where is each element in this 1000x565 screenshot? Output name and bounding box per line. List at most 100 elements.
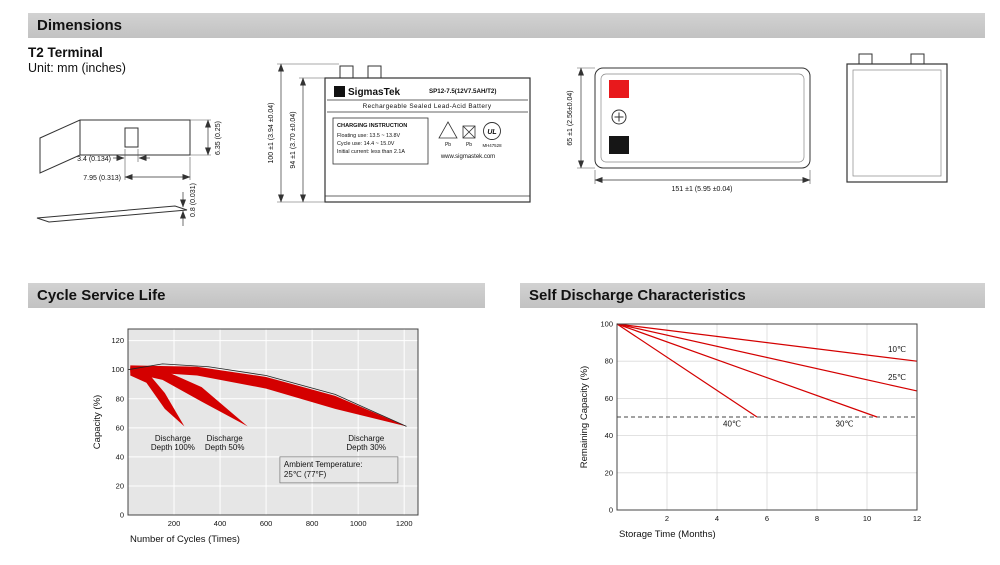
self-discharge-section-title: Self Discharge Characteristics — [529, 287, 746, 304]
x-tick-label: 1000 — [350, 519, 367, 528]
positive-terminal — [609, 80, 629, 98]
model-label: SP12-7.5(12V7.5AH/T2) — [429, 88, 496, 95]
terminal-detail-drawing — [36, 119, 191, 223]
top-view-dimension-lines — [577, 67, 811, 184]
crossed-bin-icon — [462, 125, 476, 139]
x-tick-label: 1200 — [396, 519, 413, 528]
front-dimension-lines — [277, 63, 339, 203]
terminal-slot — [124, 127, 139, 148]
case-height-dim: 94 ±1 (3.70 ±0.04) — [290, 111, 297, 168]
y-tick-label: 20 — [116, 481, 124, 490]
temperature-line-label: 40℃ — [723, 419, 741, 428]
negative-terminal — [609, 136, 629, 154]
y-tick-label: 20 — [605, 468, 613, 477]
x-axis-label: Number of Cycles (Times) — [130, 534, 240, 545]
terminal-thickness-dim: 0.8 (0.031) — [190, 183, 197, 217]
x-tick-label: 200 — [168, 519, 181, 528]
y-tick-label: 100 — [600, 320, 613, 329]
ambient-temperature-box — [279, 456, 399, 484]
charging-line-3: Initial current: less than 2.1A — [337, 149, 405, 155]
terminal-dimension-lines — [113, 119, 211, 226]
discharge-depth-band — [130, 366, 248, 427]
capacity-top-curve — [127, 363, 407, 427]
terminal-height-dim: 6.35 (0.25) — [215, 121, 222, 155]
dimensions-section-header: Dimensions — [28, 13, 985, 38]
y-tick-label: 40 — [605, 431, 613, 440]
discharge-depth-band — [130, 368, 185, 427]
band-label: Depth 100% — [151, 443, 195, 452]
battery-case-front — [324, 77, 531, 203]
terminal-slot-width-dim: 3.4 (0.134) — [77, 156, 111, 163]
temperature-line — [616, 323, 878, 418]
battery-case-top — [594, 67, 811, 169]
band-label: Depth 50% — [205, 443, 245, 452]
plot-background — [128, 329, 418, 515]
x-tick-label: 10 — [863, 514, 871, 523]
ambient-temperature-text: 25℃ (77°F) — [284, 470, 327, 479]
temperature-line-label: 30℃ — [836, 419, 854, 428]
y-tick-label: 0 — [120, 511, 124, 520]
x-tick-label: 6 — [765, 514, 769, 523]
unit-note: Unit: mm (inches) — [28, 61, 126, 75]
front-terminal-1 — [339, 65, 354, 79]
charging-title: CHARGING INSTRUCTION — [337, 123, 407, 129]
x-tick-label: 8 — [815, 514, 819, 523]
discharge-depth-band — [130, 365, 407, 427]
terminal-type-label: T2 Terminal — [28, 45, 103, 60]
dimensions-section-title: Dimensions — [37, 17, 123, 34]
pb-label-1: Pb — [445, 142, 451, 148]
battery-case-side — [846, 63, 948, 183]
temperature-line-label: 25℃ — [888, 373, 906, 382]
y-tick-label: 0 — [609, 506, 613, 515]
terminal-tab-outline — [39, 119, 191, 174]
ambient-temperature-text: Ambient Temperature: — [284, 460, 363, 469]
pb-label-2: Pb — [466, 142, 472, 148]
temperature-line — [616, 323, 918, 392]
y-tick-label: 40 — [116, 452, 124, 461]
battery-top-view — [594, 67, 811, 169]
side-terminal-1 — [858, 53, 873, 65]
positive-terminal-symbol — [611, 109, 627, 125]
x-tick-label: 600 — [260, 519, 273, 528]
y-tick-label: 80 — [116, 394, 124, 403]
side-terminal-2 — [910, 53, 925, 65]
ul-mark-icon — [483, 122, 501, 140]
band-label: Discharge — [348, 434, 385, 443]
depth-dim: 65 ±1 (2.56±0.04) — [567, 90, 574, 145]
charging-instruction-box — [332, 117, 429, 165]
battery-type-label: Rechargeable Sealed Lead-Acid Battery — [363, 103, 492, 110]
x-tick-label: 400 — [214, 519, 227, 528]
ul-code: MH47528 — [482, 143, 502, 148]
y-tick-label: 100 — [111, 365, 124, 374]
y-tick-label: 80 — [605, 357, 613, 366]
ul-label: UL — [487, 129, 496, 136]
self-discharge-chart: 10℃ 25℃ 30℃ 40℃ 2 4 6 8 10 12 0 20 40 60 80 100 Storage … — [579, 320, 921, 541]
band-label: Depth 30% — [346, 443, 386, 452]
battery-front-view — [324, 65, 531, 203]
temperature-line — [616, 323, 758, 418]
y-tick-label: 120 — [111, 336, 124, 345]
x-tick-label: 800 — [306, 519, 319, 528]
y-axis-label: Capacity (%) — [92, 395, 103, 449]
cycle-section-title: Cycle Service Life — [37, 287, 166, 304]
band-label: Discharge — [155, 434, 192, 443]
cycle-section-header: Cycle Service Life — [28, 283, 485, 308]
front-terminal-2 — [367, 65, 382, 79]
charging-line-2: Cycle use: 14.4 ~ 15.0V — [337, 141, 395, 147]
plot-border — [127, 328, 419, 516]
x-tick-label: 2 — [665, 514, 669, 523]
x-axis-label: Storage Time (Months) — [619, 529, 716, 540]
band-label: Discharge — [207, 434, 244, 443]
dimension-drawings: 6.35 (0.25) 3.4 (0.134) 7.95 (0.313) 0.8… — [36, 53, 948, 226]
temperature-line — [616, 323, 918, 362]
terminal-edge-view — [36, 205, 188, 223]
brand-label: SigmasTek — [348, 87, 400, 98]
terminal-width-dim: 7.95 (0.313) — [83, 175, 121, 182]
self-discharge-section-header: Self Discharge Characteristics — [520, 283, 985, 308]
y-tick-label: 60 — [116, 423, 124, 432]
sigmastek-logo — [334, 86, 345, 97]
y-axis-label: Remaining Capacity (%) — [579, 366, 590, 468]
temperature-line-label: 10℃ — [888, 345, 906, 354]
